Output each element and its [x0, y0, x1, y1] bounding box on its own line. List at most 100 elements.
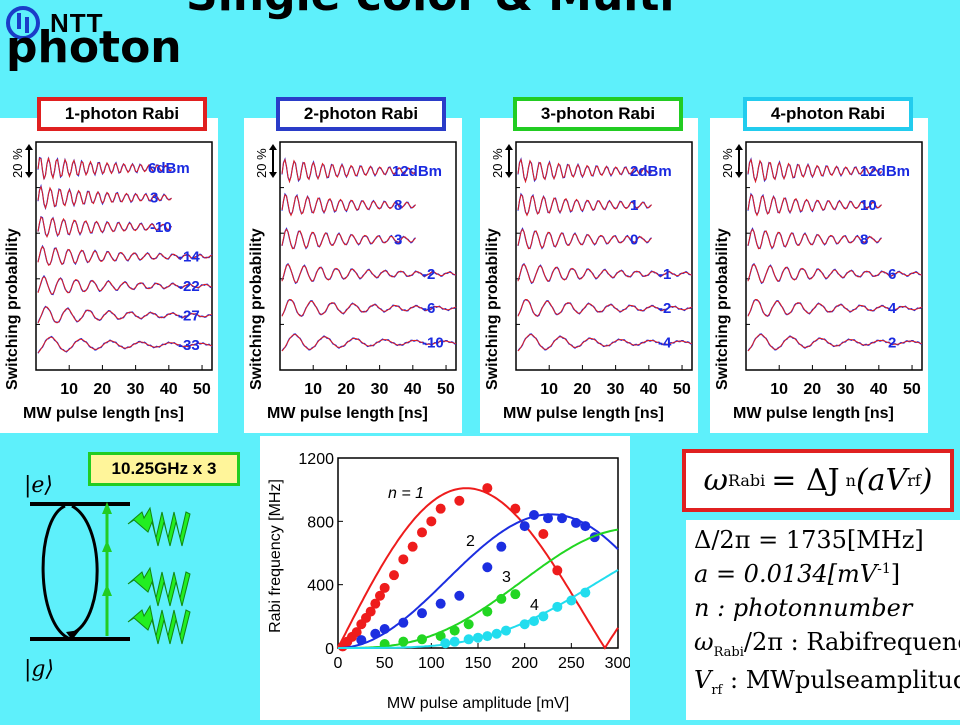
data-point [426, 516, 437, 527]
trace-label: -27 [178, 307, 200, 324]
data-point [473, 632, 483, 643]
page-title: Single color & Multi photon [6, 0, 786, 74]
panel-frame [35, 141, 213, 371]
param-omega-label: ω [694, 628, 714, 656]
trace-fit [747, 193, 882, 217]
param-delta: Δ/2π = 1735[MHz] [694, 526, 924, 554]
rabi-frequency-chart: 0 50 100 150 200 250 300 0 400 800 1200 MW pulse am… [260, 436, 631, 720]
x-tick-label: 50 [376, 655, 394, 672]
data-point [398, 636, 409, 647]
panel-xlabel: MW pulse length [ns] [267, 405, 428, 422]
arrow-down-icon [735, 172, 743, 178]
data-point [417, 527, 427, 538]
rabi-panel-2: 20 % Switching probability MW pulse length… [244, 118, 462, 433]
parameter-list: Δ/2π = 1735[MHz] a = 0.0134[mV-1] n : ph… [686, 520, 960, 720]
data-point [510, 503, 521, 514]
trace-label: 8 [860, 232, 868, 249]
y-tick-label: 400 [307, 578, 334, 595]
arrow-up-icon [102, 502, 112, 514]
panel-ylabel: Switching probability [248, 228, 265, 390]
chart-ylabel: Rabi frequency [MHz] [267, 479, 284, 633]
trace-label: -6 [422, 300, 435, 317]
data-point [571, 517, 581, 528]
panel-frame [515, 141, 693, 371]
trace-label: -10 [150, 219, 172, 236]
formula-arg: (aV [855, 463, 908, 498]
data-point [529, 616, 539, 627]
param-a-end: ] [890, 560, 901, 588]
data-point [496, 541, 507, 552]
data-point [482, 631, 493, 642]
title-line-1: Single color & Multi [6, 0, 786, 22]
trace-label: 1 [630, 197, 638, 214]
formula-lhs: ω [703, 463, 728, 498]
x-tick-label: 30 [371, 381, 389, 398]
panel-ylabel: Switching probability [4, 228, 21, 390]
panel-label-2: 2-photon Rabi [276, 97, 446, 131]
panel-ylabel: Switching probability [484, 228, 501, 390]
x-tick-label: 150 [465, 655, 492, 672]
trace-label: 3 [150, 190, 158, 207]
trace-label: 6 [888, 266, 896, 283]
data-point [538, 611, 549, 622]
scale-label: 20 % [720, 148, 735, 178]
rabi-formula: ω Rabi = ΔJ n (aV rf ) [682, 449, 954, 512]
trace-fit [517, 228, 652, 250]
data-point [501, 625, 511, 636]
x-tick-label: 50 [193, 381, 211, 398]
trace-label: 2 [888, 335, 896, 352]
data-point [370, 628, 381, 639]
data-point [375, 590, 385, 601]
series-label: 3 [502, 569, 511, 586]
x-tick-label: 10 [540, 381, 558, 398]
data-point [407, 541, 418, 552]
x-tick-label: 50 [437, 381, 455, 398]
trace-fit [517, 334, 693, 352]
data-point [379, 624, 390, 634]
trace-label: 6dBm [148, 160, 190, 177]
data-point [519, 521, 530, 532]
x-tick-label: 30 [607, 381, 625, 398]
arrow-up-icon [735, 144, 743, 150]
energy-level-diagram: |e⟩ |g⟩ [24, 473, 191, 682]
data-point [398, 554, 409, 565]
arrow-down-icon [505, 172, 513, 178]
microwave-wave-icons [127, 506, 191, 645]
ntt-logo-icon [6, 6, 40, 40]
param-v: Vrf : MWpulseamplitude [694, 666, 960, 698]
trace-label: -10 [422, 335, 444, 352]
trace-fit [37, 216, 172, 239]
trace-label: 0 [630, 232, 638, 249]
param-v-rest: : MWpulseamplitude [722, 666, 960, 694]
x-tick-label: 20 [337, 381, 355, 398]
trace-fit [37, 306, 213, 324]
trace-label: 12dBm [392, 163, 442, 180]
arrow-down-icon [66, 630, 80, 640]
trace-fit [37, 276, 213, 295]
x-tick-label: 20 [93, 381, 111, 398]
formula-rhs: = ΔJ [771, 463, 840, 498]
data-point [356, 635, 367, 646]
data-point [398, 617, 409, 628]
panel-label-3: 3-photon Rabi [513, 97, 683, 131]
data-point [463, 619, 474, 630]
panel-frame [279, 141, 457, 371]
data-point [496, 593, 507, 604]
data-point [351, 627, 362, 638]
param-a-exp: -1 [877, 561, 891, 577]
trace-label: -22 [178, 278, 200, 295]
trace-fit [281, 334, 457, 352]
scale-label: 20 % [490, 148, 505, 178]
trace-label: 3 [394, 232, 402, 249]
trace-label: -2 [422, 266, 435, 283]
data-point [482, 562, 493, 573]
x-tick-label: 10 [304, 381, 322, 398]
title-line-2: photon [6, 22, 182, 73]
data-point [435, 598, 446, 609]
trace-fit [517, 263, 693, 284]
formula-lhs-sub: Rabi [727, 471, 766, 490]
data-point [519, 619, 530, 630]
